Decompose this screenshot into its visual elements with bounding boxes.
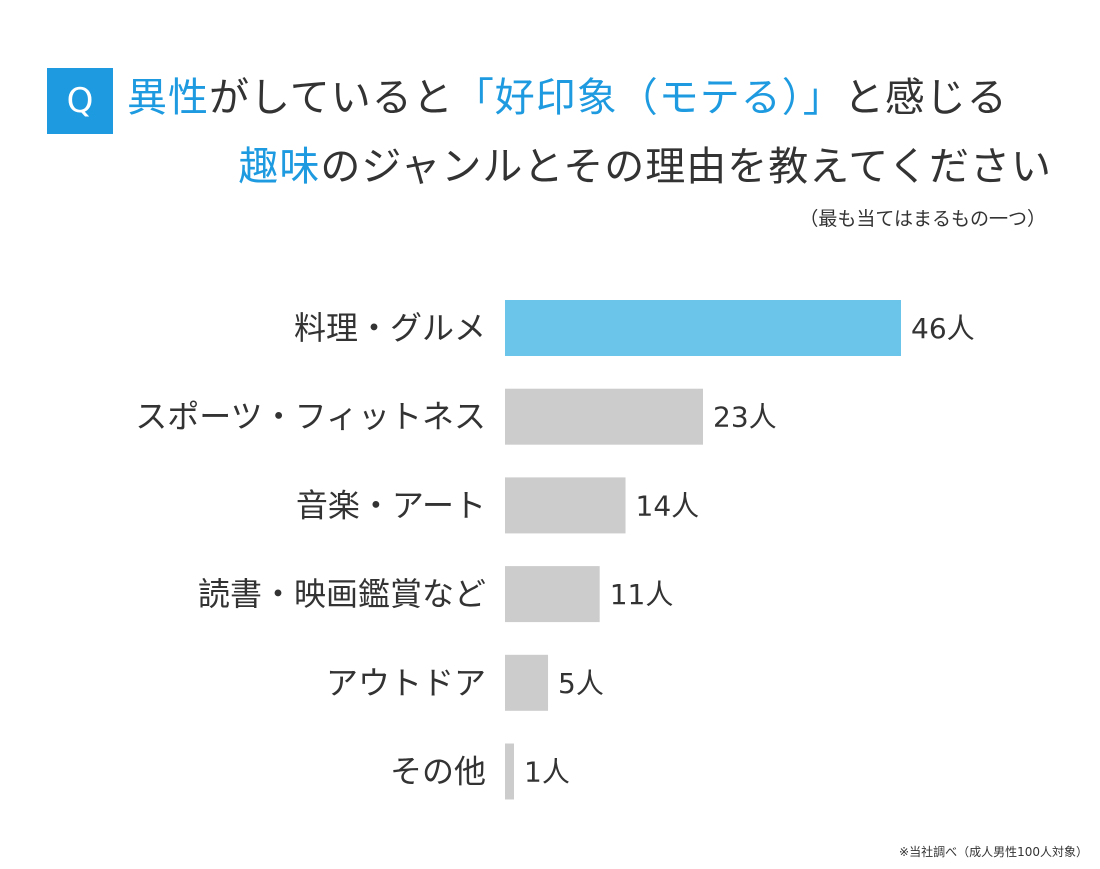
bar-0 bbox=[505, 300, 901, 356]
title-highlight-1: 異性 bbox=[127, 75, 209, 121]
value-label-4: 5人 bbox=[558, 667, 604, 700]
value-label-1: 23人 bbox=[713, 401, 777, 434]
bar-4 bbox=[505, 654, 549, 711]
category-label-5: その他 bbox=[390, 753, 486, 791]
category-label-1: スポーツ・フィットネス bbox=[135, 398, 486, 436]
title-text-1-tail: と感じる bbox=[843, 75, 1008, 121]
title-text-1: がしていると bbox=[209, 75, 454, 121]
bar-2 bbox=[505, 477, 626, 534]
bar-1 bbox=[505, 388, 703, 445]
title-highlight-2: 趣味 bbox=[238, 144, 321, 190]
value-label-2: 14人 bbox=[636, 489, 700, 522]
source-footnote: ※当社調べ（成人男性100人対象） bbox=[899, 845, 1088, 859]
value-label-3: 11人 bbox=[610, 578, 674, 611]
category-label-3: 読書・映画鑑賞など bbox=[198, 575, 486, 613]
bar-5 bbox=[505, 743, 514, 800]
question-subnote: （最も当てはまるもの一つ） bbox=[799, 208, 1046, 230]
category-label-4: アウトドア bbox=[326, 664, 486, 702]
title-highlight-quoted: 「好印象（モテる）」 bbox=[453, 75, 844, 121]
category-label-0: 料理・グルメ bbox=[294, 309, 486, 347]
category-label-2: 音楽・アート bbox=[296, 486, 486, 524]
value-label-5: 1人 bbox=[524, 756, 570, 789]
question-badge: Q bbox=[47, 68, 113, 134]
value-label-0: 46人 bbox=[911, 312, 975, 345]
bar-3 bbox=[505, 566, 600, 623]
title-text-2: のジャンルとその理由を教えてください bbox=[320, 144, 1052, 190]
question-badge-label: Q bbox=[66, 81, 94, 121]
